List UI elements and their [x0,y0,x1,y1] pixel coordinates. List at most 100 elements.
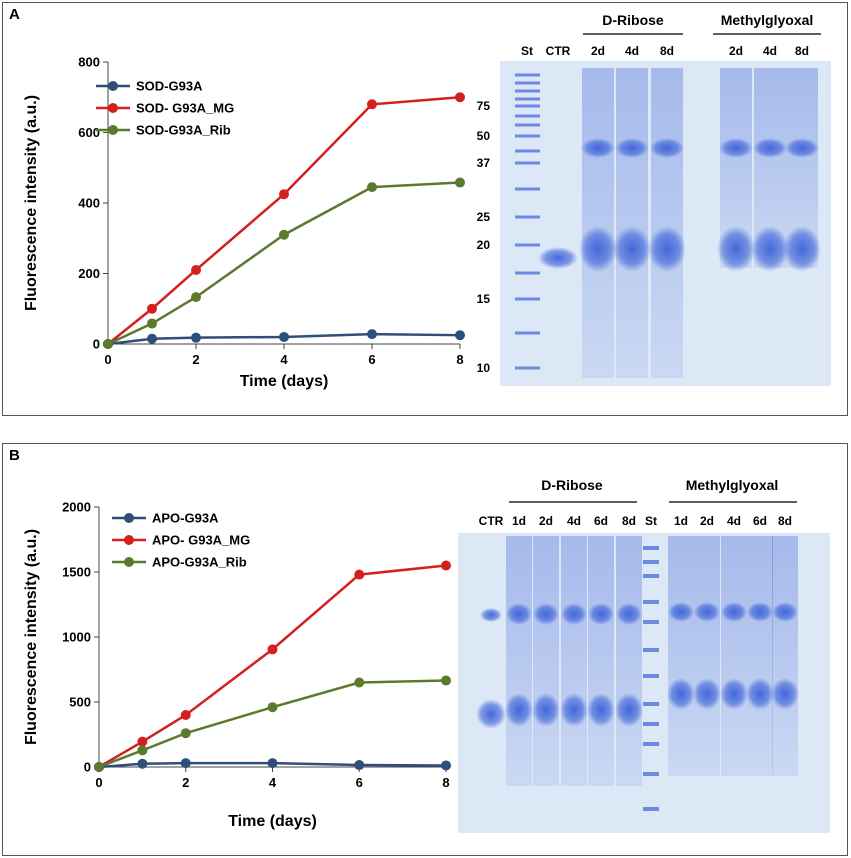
gel-a-lane-label: 4d [763,44,777,58]
chart-b-legend-marker [124,535,134,545]
chart-b-data-point [267,644,278,655]
chart-a-data-point [455,330,465,341]
chart-a-y-tick-label: 800 [78,55,100,70]
gel-b-lane-label: St [645,514,657,528]
chart-b-x-axis-label: Time (days) [228,813,317,830]
gel-a-ladder-band [515,104,540,108]
chart-b-data-point [137,736,148,747]
gel-b-smear [721,536,747,776]
chart-a-data-point [147,303,157,314]
gel-a-band-dimer [719,138,753,158]
gel-a-smear [582,68,614,378]
gel-b-band-dimer [506,603,532,625]
chart-b-series-line-2 [98,564,447,769]
gel-a-marker-label: 10 [477,361,491,375]
gel-a-band-dimer [581,138,615,158]
chart-b-x-tick-label: 0 [95,775,102,790]
gel-a-band-dimer [785,138,819,158]
chart-b-y-tick-label: 1000 [62,630,91,645]
gel-b-group-label: Methylglyoxal [686,477,779,493]
chart-b-data-point [267,702,278,713]
gel-b-band-dimer [588,603,614,625]
gel-b-band-dimer [561,603,587,625]
chart-b-data-point [441,760,451,771]
gel-b-band-ctr-monomer [476,699,506,729]
gel-b-band-dimer [747,602,773,622]
gel-a-lane-label: 8d [660,44,674,58]
chart-a-x-tick-label: 6 [368,352,375,367]
gel-a-ladder-band [515,134,540,138]
gel-a-lane-label: 2d [591,44,605,58]
gel-b-ladder-band [643,807,659,811]
chart-a-data-point [147,318,157,329]
chart-b-data-point [180,728,191,739]
chart-a-legend-label: SOD-G93A [136,79,203,94]
chart-a-data-point [279,331,289,342]
gel-a-ladder-band [515,149,540,153]
chart-a-y-tick-label: 200 [78,266,100,281]
gel-a-marker-label: 15 [477,292,491,306]
gel-b-smear [561,536,587,786]
gel-a-lane-label: St [521,44,533,58]
gel-b-smear [694,536,720,776]
chart-b-y-axis-label: Fluorescence intensity (a.u.) [23,529,40,745]
chart-a-data-point [191,292,201,303]
gel-a-smear [651,68,683,378]
gel-b-ladder-band [643,674,659,678]
gel-a-ladder-band [515,123,540,127]
gel-b-lane-label: 6d [594,514,608,528]
chart-a-series-line-2 [107,96,461,345]
gel-b-lane-label: 8d [622,514,636,528]
chart-a-y-tick-label: 400 [78,196,100,211]
gel-a-band-dimer [615,138,649,158]
chart-a-legend-label: SOD-G93A_Rib [136,123,231,138]
gel-b-lane-label: CTR [479,514,504,528]
gel-b-band-monomer [615,693,643,727]
chart-a-data-point [367,182,377,193]
chart-b-legend-label: APO- G93A_MG [152,533,250,548]
gel-b-smear [747,536,773,776]
chart-a-data-point [367,99,377,110]
chart-a-series-line-1 [107,332,461,346]
gel-b-band-monomer [667,678,695,710]
gel-a-smear [616,68,648,378]
gel-b-ladder-band [643,560,659,564]
chart-b-y-tick-label: 500 [69,695,91,710]
chart-b-series-line-3 [98,679,447,769]
chart-b-x-tick-label: 4 [269,775,277,790]
gel-a-band-monomer [648,226,686,272]
gel-a-ladder-band [515,73,540,77]
chart-a-legend-label: SOD- G93A_MG [136,101,234,116]
chart-a-series-line-3 [107,181,461,346]
chart-b-legend-label: APO-G93A [152,511,219,526]
gel-a-lane-label: 4d [625,44,639,58]
gel-b-lane-label: 4d [727,514,741,528]
chart-a-data-point [147,333,157,344]
gel-b-ladder-band [643,546,659,550]
chart-b-data-point [137,758,148,769]
gel-b-band-dimer [772,602,798,622]
chart-b-data-point [137,745,148,756]
gel-a-lane-label: 8d [795,44,809,58]
gel-a-band-ctr [538,247,578,269]
chart-b-data-point [441,675,451,686]
panel-b-label: B [9,447,20,464]
chart-b-legend-marker [124,513,134,523]
chart-a-data-point [455,92,465,103]
gel-b-ladder-band [643,648,659,652]
chart-b-x-tick-label: 8 [442,775,449,790]
chart-b-series-line-1 [98,761,447,769]
chart-a-x-tick-label: 4 [280,352,288,367]
gel-b-band-ctr-dimer [480,608,502,622]
panel-a-label: A [9,6,20,23]
chart-a-x-tick-label: 2 [192,352,199,367]
gel-a-band-monomer [613,226,651,272]
gel-a-marker-label: 37 [477,156,491,170]
gel-a-ladder-band [515,161,540,165]
chart-b-data-point [267,758,278,769]
gel-b-lane-label: 4d [567,514,581,528]
chart-b-data-point [354,760,365,771]
chart-a-legend-marker [108,81,118,91]
panel-a: A 0 200 400 600 800 0 2 4 6 8 Time (days) Fluoresce… [2,2,848,416]
chart-a-data-point [455,177,465,188]
